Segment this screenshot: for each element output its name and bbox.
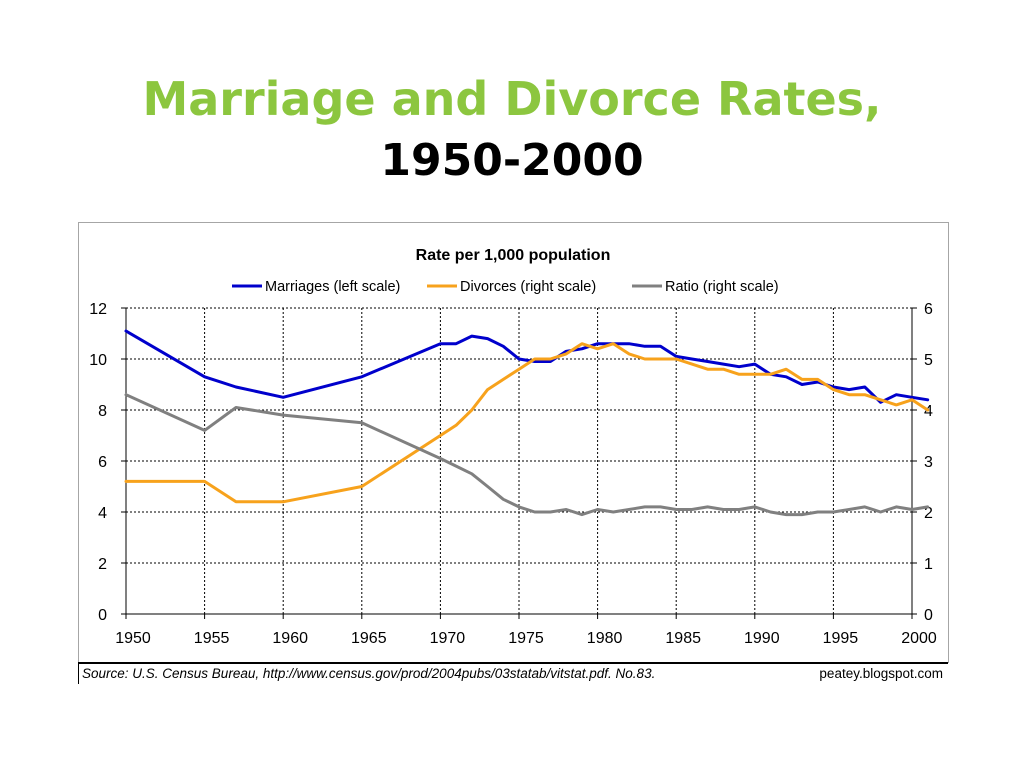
chart-title: Rate per 1,000 population xyxy=(416,247,611,264)
legend-label-1: Marriages (left scale) xyxy=(265,279,400,295)
footer-left-edge xyxy=(78,662,79,684)
y-left-tick-label: 6 xyxy=(98,454,107,471)
y-left-tick-label: 12 xyxy=(89,301,107,318)
y-left-tick-label: 8 xyxy=(98,403,107,420)
y-left-tick-label: 0 xyxy=(98,607,107,624)
footer-divider xyxy=(78,662,948,664)
legend-label-3: Ratio (right scale) xyxy=(665,279,779,295)
y-right-tick-label: 3 xyxy=(924,454,933,471)
slide-title-line1: Marriage and Divorce Rates, xyxy=(142,72,882,126)
x-tick-label: 1955 xyxy=(194,630,230,647)
y-left-tick-label: 2 xyxy=(98,556,107,573)
x-tick-label: 1965 xyxy=(351,630,387,647)
series-line-2 xyxy=(124,342,930,504)
credit-text: peatey.blogspot.com xyxy=(819,666,943,681)
x-tick-label: 1950 xyxy=(115,630,151,647)
y-left-tick-label: 4 xyxy=(98,505,107,522)
series-line-1 xyxy=(124,329,930,404)
y-right-tick-label: 6 xyxy=(924,301,933,318)
line-chart: Rate per 1,000 population Marriages (left… xyxy=(89,247,937,647)
y-right-tick-label: 4 xyxy=(924,403,933,420)
x-tick-label: 1975 xyxy=(508,630,544,647)
x-tick-label: 2000 xyxy=(901,630,937,647)
x-tick-label: 1995 xyxy=(823,630,859,647)
x-tick-label: 1990 xyxy=(744,630,780,647)
x-tick-label: 1985 xyxy=(665,630,701,647)
chart-frame: Rate per 1,000 population Marriages (left… xyxy=(78,222,949,663)
series-line-3 xyxy=(124,393,930,517)
x-tick-label: 1960 xyxy=(272,630,308,647)
source-citation: Source: U.S. Census Bureau, http://www.c… xyxy=(82,666,656,681)
legend-label-2: Divorces (right scale) xyxy=(460,279,596,295)
x-tick-label: 1980 xyxy=(587,630,623,647)
y-right-tick-label: 5 xyxy=(924,352,933,369)
y-left-tick-label: 10 xyxy=(89,352,107,369)
y-right-tick-label: 0 xyxy=(924,607,933,624)
slide-title-line2: 1950-2000 xyxy=(380,135,644,186)
y-right-tick-label: 2 xyxy=(924,505,933,522)
slide-title: Marriage and Divorce Rates, 1950-2000 xyxy=(0,68,1024,192)
y-right-tick-label: 1 xyxy=(924,556,933,573)
x-tick-label: 1970 xyxy=(430,630,466,647)
